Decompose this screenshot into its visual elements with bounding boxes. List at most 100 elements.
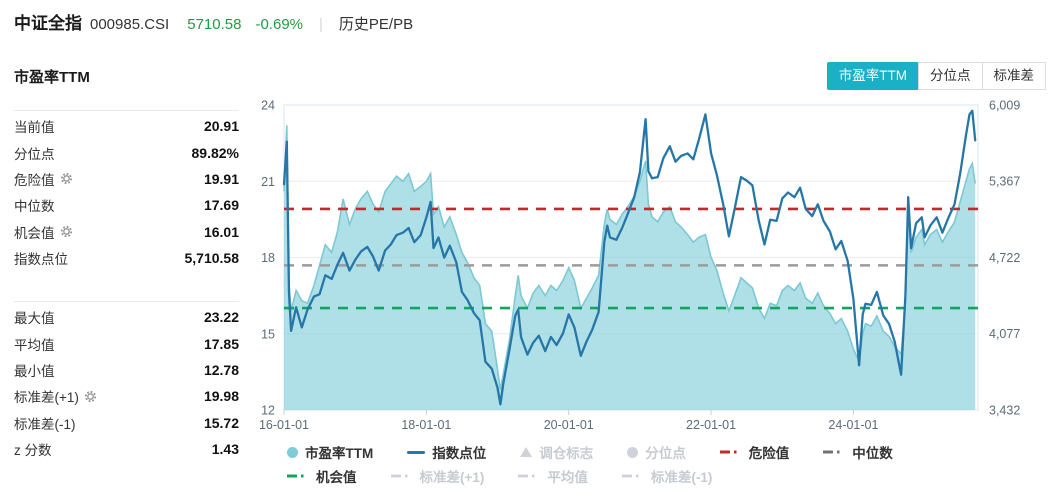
stat-row-min-value: 最小值 12.78 xyxy=(14,357,239,383)
stat-row-std-minus-1: 标准差(-1) 15.72 xyxy=(14,410,239,436)
tab-std-dev[interactable]: 标准差 xyxy=(981,62,1046,90)
dashdot-marker-icon xyxy=(719,450,742,454)
dashdot-marker-icon xyxy=(390,474,413,478)
index-line xyxy=(282,109,977,406)
right-axis-tick: 4,722 xyxy=(989,251,1020,265)
right-axis-tick: 6,009 xyxy=(989,99,1020,113)
pe-ttm-area xyxy=(284,125,976,411)
view-tabs: 市盈率TTM 分位点 标准差 xyxy=(826,62,1046,90)
stat-value-percentile: 89.82% xyxy=(191,144,239,161)
legend-pe-ttm[interactable]: 市盈率TTM xyxy=(287,442,373,462)
stat-label-mean-value: 平均值 xyxy=(14,337,55,353)
stat-label-z-score: z 分数 xyxy=(14,443,52,459)
gear-icon[interactable] xyxy=(60,172,73,185)
instrument-name: 中证全指 xyxy=(14,14,82,33)
stat-value-std-plus-1: 19.98 xyxy=(203,388,239,405)
instrument-price: 5710.58 xyxy=(187,16,242,33)
stat-label-opportunity-value: 机会值 xyxy=(14,222,73,242)
legend-label: 标准差(+1) xyxy=(419,470,485,485)
legend-label: 平均值 xyxy=(547,470,588,485)
x-axis-tick: 24-01-01 xyxy=(828,418,878,432)
stat-row-z-score: z 分数 1.43 xyxy=(14,436,239,462)
stat-label-std-plus-1: 标准差(+1) xyxy=(14,386,97,406)
right-axis-tick: 3,432 xyxy=(989,404,1020,418)
x-axis-tick: 18-01-01 xyxy=(401,418,451,432)
legend-label: 市盈率TTM xyxy=(305,446,374,461)
stat-value-min-value: 12.78 xyxy=(203,361,239,378)
stat-value-mean-value: 17.85 xyxy=(203,335,239,352)
instrument-change: -0.69% xyxy=(255,16,303,33)
legend-danger-value[interactable]: 危险值 xyxy=(719,442,790,462)
stat-row-percentile: 分位点 89.82% xyxy=(14,139,239,165)
stat-group-secondary: 最大值 23.22 平均值 17.85 最小值 12.78 标准差(+1) 19.98 标准差(… xyxy=(14,304,239,462)
circle-marker-icon xyxy=(627,446,639,458)
legend-label: 危险值 xyxy=(748,446,790,461)
stat-value-index-points: 5,710.58 xyxy=(184,250,240,267)
left-axis-tick: 18 xyxy=(261,251,275,265)
legend-std-plus-1[interactable]: 标准差(+1) xyxy=(390,466,485,486)
stat-value-max-value: 23.22 xyxy=(203,309,239,326)
right-axis-tick: 5,367 xyxy=(989,174,1020,188)
stat-row-median: 中位数 17.69 xyxy=(14,192,239,218)
dashdot-marker-icon xyxy=(823,450,846,454)
instrument-header: 中证全指 000985.CSI 5710.58 -0.69% | 历史PE/PB xyxy=(14,9,413,34)
stat-value-median: 17.69 xyxy=(203,197,239,214)
stat-label-danger-value: 危险值 xyxy=(14,169,73,189)
section-label: 历史PE/PB xyxy=(338,16,414,33)
stat-label-current-value: 当前值 xyxy=(14,120,55,136)
chart-legend: 市盈率TTM 指数点位 调仓标志 分位点 危险值 中位数机会值 标准差(+1) 平均值 标准差(… xyxy=(287,440,1027,488)
left-axis-tick: 24 xyxy=(261,99,275,113)
gear-icon[interactable] xyxy=(60,225,73,238)
stat-row-current-value: 当前值 20.91 xyxy=(14,113,239,139)
legend-std-minus-1[interactable]: 标准差(-1) xyxy=(621,466,713,486)
dashdot-marker-icon xyxy=(621,474,644,478)
left-axis-tick: 12 xyxy=(261,404,275,418)
panel-title: 市盈率TTM xyxy=(14,69,90,86)
right-axis-tick: 4,077 xyxy=(989,327,1020,341)
stat-row-max-value: 最大值 23.22 xyxy=(14,304,239,330)
stat-row-danger-value: 危险值 19.91 xyxy=(14,166,239,192)
stat-label-median: 中位数 xyxy=(14,199,55,215)
stat-row-mean-value: 平均值 17.85 xyxy=(14,330,239,356)
legend-median[interactable]: 中位数 xyxy=(823,442,893,462)
legend-label: 机会值 xyxy=(316,470,357,485)
stat-row-std-plus-1: 标准差(+1) 19.98 xyxy=(14,383,239,409)
x-axis-tick: 20-01-01 xyxy=(544,418,594,432)
legend-label: 指数点位 xyxy=(432,446,487,461)
legend-label: 中位数 xyxy=(852,446,893,461)
stat-value-current-value: 20.91 xyxy=(203,118,239,135)
stat-label-percentile: 分位点 xyxy=(14,146,55,162)
stat-row-index-points: 指数点位 5,710.58 xyxy=(14,245,239,271)
gear-icon[interactable] xyxy=(84,390,97,403)
legend-percentile[interactable]: 分位点 xyxy=(627,442,686,462)
stat-value-danger-value: 19.91 xyxy=(203,170,239,187)
legend-rebalance-marker[interactable]: 调仓标志 xyxy=(520,442,593,462)
legend-opportunity-value[interactable]: 机会值 xyxy=(287,466,357,486)
stat-label-min-value: 最小值 xyxy=(14,363,55,379)
pe-ttm-area-edge xyxy=(283,125,976,390)
stat-value-std-minus-1: 15.72 xyxy=(203,414,239,431)
legend-label: 分位点 xyxy=(645,446,686,461)
legend-index-points[interactable]: 指数点位 xyxy=(407,442,486,462)
instrument-code: 000985.CSI xyxy=(90,16,170,33)
stat-label-std-minus-1: 标准差(-1) xyxy=(14,416,76,432)
dashdot-marker-icon xyxy=(518,474,541,478)
panel-divider-middle xyxy=(14,301,239,302)
x-axis-tick: 22-01-01 xyxy=(686,418,736,432)
stat-label-max-value: 最大值 xyxy=(14,311,55,327)
tab-pe-ttm[interactable]: 市盈率TTM xyxy=(826,62,919,90)
stat-value-z-score: 1.43 xyxy=(211,441,239,458)
legend-label: 调仓标志 xyxy=(539,446,594,461)
left-axis-tick: 15 xyxy=(261,327,275,341)
triangle-marker-icon xyxy=(520,447,533,457)
x-axis-tick: 16-01-01 xyxy=(259,418,309,432)
left-axis-tick: 21 xyxy=(261,175,275,189)
panel-divider-top xyxy=(14,110,239,111)
legend-mean-value[interactable]: 平均值 xyxy=(518,466,588,486)
stat-value-opportunity-value: 16.01 xyxy=(203,223,239,240)
stat-group-primary: 当前值 20.91 分位点 89.82% 危险值 19.91 中位数 17.69 机会值 16.0… xyxy=(14,113,239,271)
line-marker-icon xyxy=(407,450,426,454)
legend-label: 标准差(-1) xyxy=(650,470,713,485)
